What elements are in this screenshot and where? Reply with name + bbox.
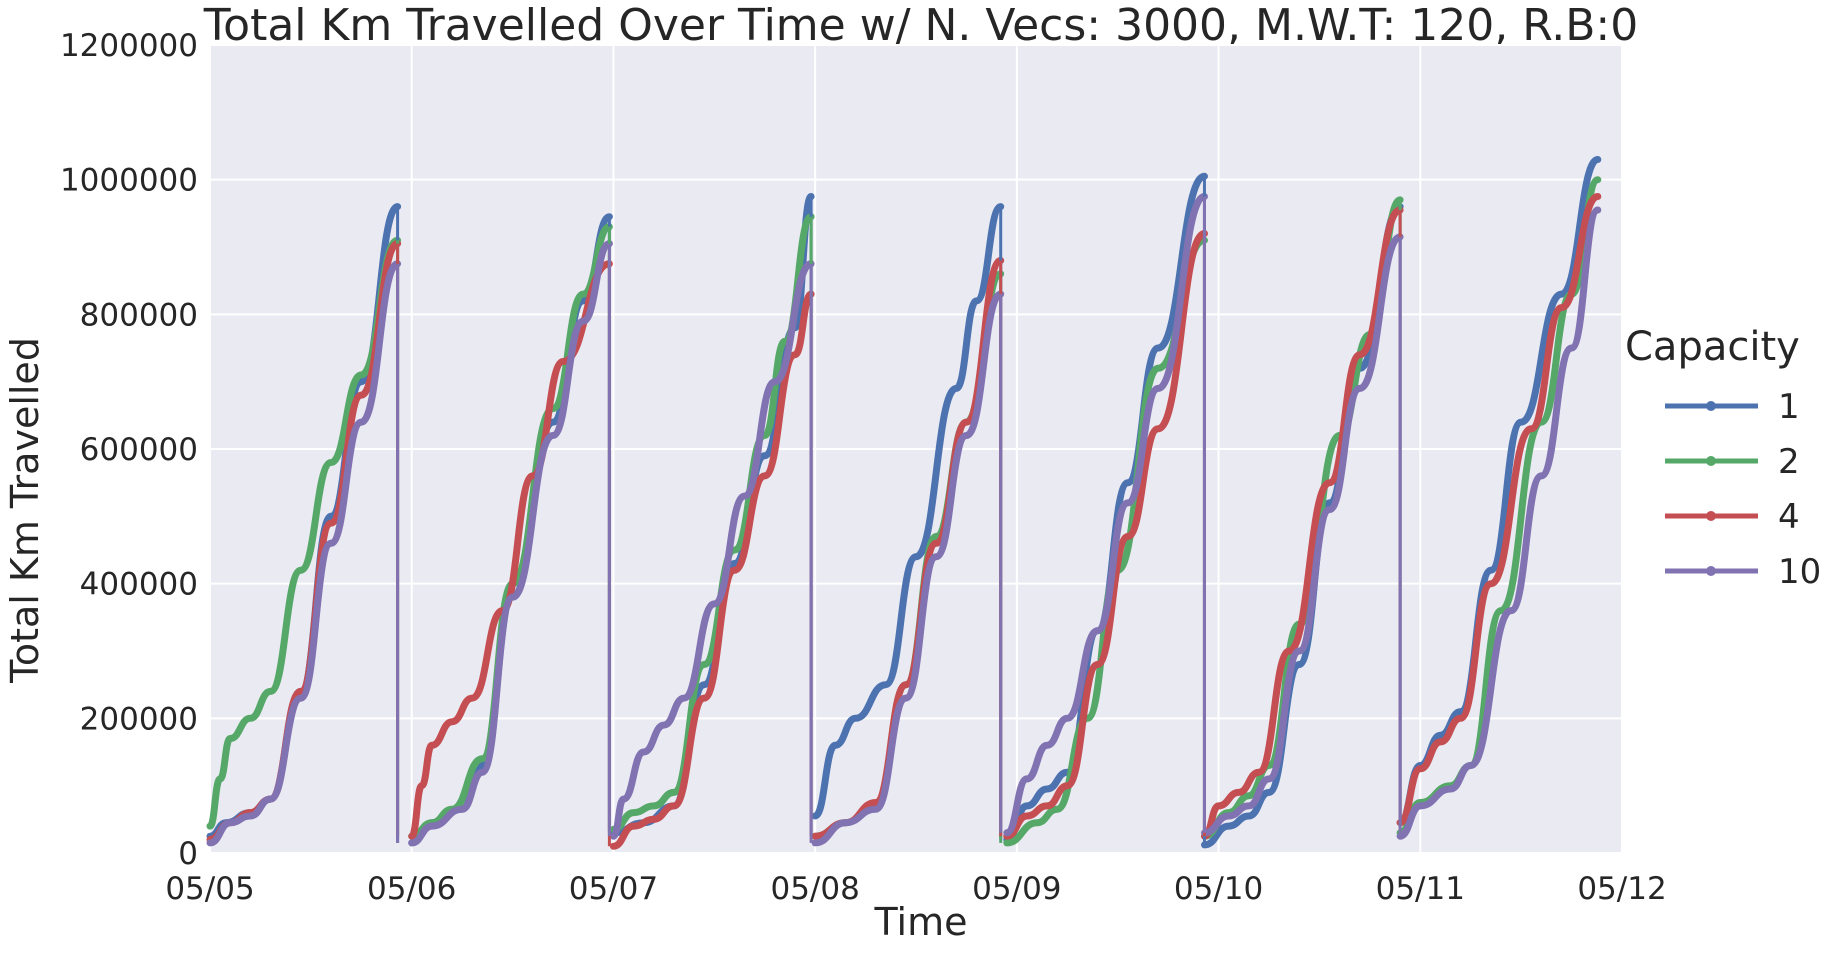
- series-10-segment: [609, 260, 815, 840]
- y-tick-label: 0: [178, 836, 198, 872]
- y-tick-label: 600000: [80, 432, 198, 468]
- x-axis-label: Time: [874, 900, 968, 944]
- x-axis-ticks: 05/05 05/06 05/07 05/08 05/09 05/10 05/11 05/12: [165, 871, 1666, 907]
- legend-label-2: 2: [1778, 442, 1800, 482]
- y-tick-label: 200000: [80, 701, 198, 737]
- y-axis-label: Total Km Travelled: [3, 337, 47, 684]
- series-2-segment: [206, 236, 402, 830]
- legend-marker-1: [1706, 401, 1716, 411]
- legend-title: Capacity: [1625, 324, 1800, 370]
- series-drops: [396, 176, 1402, 847]
- series-10-segment: [408, 240, 613, 847]
- series-10-segment: [1201, 233, 1404, 837]
- grid: [209, 44, 1623, 854]
- x-tick-label: 05/09: [972, 871, 1061, 907]
- series-10-segment: [206, 260, 402, 847]
- y-tick-label: 400000: [80, 567, 198, 603]
- x-tick-label: 05/11: [1376, 871, 1465, 907]
- series-2-segment: [1003, 236, 1208, 847]
- series-4-segment: [609, 290, 815, 850]
- series-4-segment: [1201, 206, 1404, 840]
- y-tick-label: 800000: [80, 297, 198, 333]
- x-tick-label: 05/12: [1577, 871, 1666, 907]
- chart-title: Total Km Travelled Over Time w/ N. Vecs:…: [203, 0, 1638, 51]
- series-lines: [206, 156, 1602, 850]
- legend: Capacity 1 2 4 10: [1625, 324, 1821, 592]
- y-tick-label: 1000000: [60, 163, 198, 199]
- x-tick-label: 05/06: [367, 871, 456, 907]
- series-4-segment: [1396, 193, 1602, 827]
- legend-label-10: 10: [1778, 552, 1821, 592]
- legend-label-4: 4: [1778, 497, 1800, 537]
- y-tick-label: 1200000: [60, 28, 198, 64]
- legend-marker-2: [1706, 456, 1716, 466]
- series-10-segment: [1396, 206, 1602, 840]
- legend-marker-4: [1706, 511, 1716, 521]
- series-10-segment: [1003, 193, 1208, 837]
- series-10-segment: [811, 290, 1005, 847]
- x-tick-label: 05/08: [770, 871, 859, 907]
- series-4-segment: [1003, 230, 1208, 840]
- series-4-segment: [408, 260, 613, 840]
- legend-label-1: 1: [1778, 387, 1800, 427]
- legend-marker-10: [1706, 566, 1716, 576]
- y-axis-ticks: 0 200000 400000 600000 800000 1000000 1200000: [60, 28, 198, 872]
- series-1-segment: [1201, 203, 1404, 849]
- series-1-segment: [811, 203, 1005, 820]
- x-tick-label: 05/10: [1174, 871, 1263, 907]
- x-tick-label: 05/05: [165, 871, 254, 907]
- x-tick-label: 05/07: [569, 871, 658, 907]
